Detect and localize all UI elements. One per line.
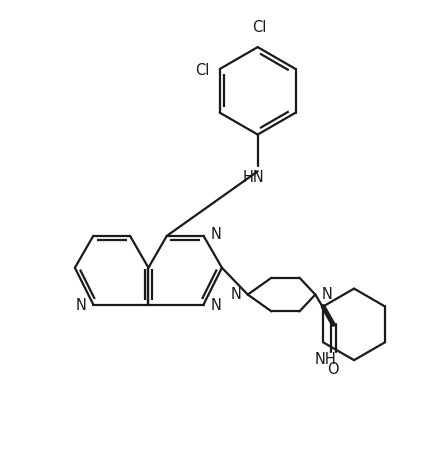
Text: NH: NH: [314, 352, 336, 367]
Text: N: N: [211, 227, 222, 243]
Text: Cl: Cl: [252, 20, 267, 35]
Text: O: O: [327, 362, 339, 377]
Text: N: N: [321, 287, 332, 302]
Text: HN: HN: [243, 170, 265, 185]
Text: N: N: [211, 298, 222, 313]
Text: N: N: [231, 287, 242, 302]
Text: N: N: [76, 298, 87, 313]
Text: Cl: Cl: [195, 63, 209, 78]
